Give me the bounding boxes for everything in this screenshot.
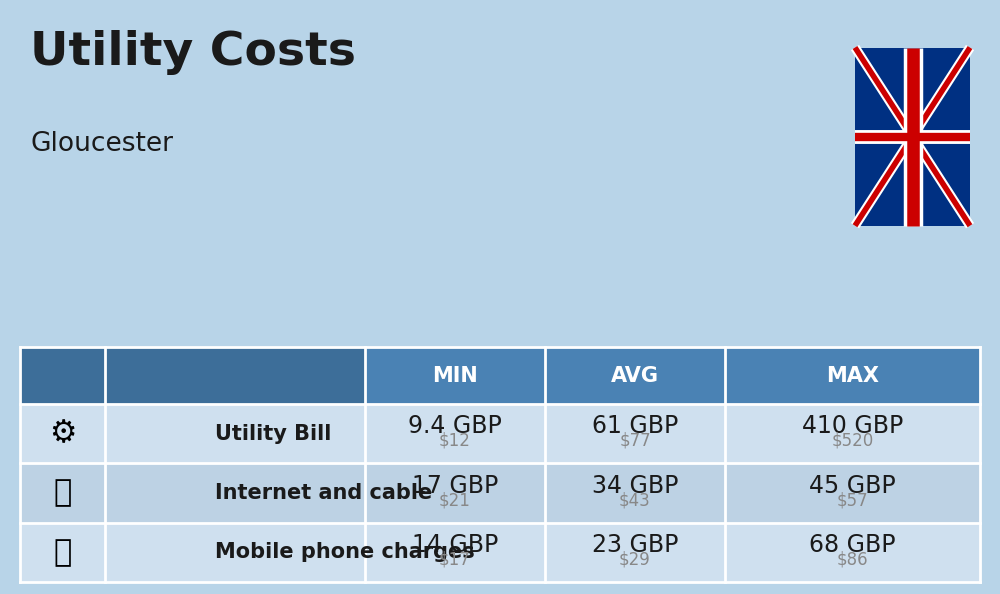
Bar: [20, 404, 980, 463]
Bar: [725, 347, 980, 404]
Text: 14 GBP: 14 GBP: [412, 533, 498, 557]
Text: $12: $12: [439, 432, 471, 450]
Text: $43: $43: [619, 491, 651, 509]
Text: 17 GBP: 17 GBP: [412, 474, 498, 498]
Text: AVG: AVG: [611, 366, 659, 386]
Text: Gloucester: Gloucester: [30, 131, 173, 157]
Text: 410 GBP: 410 GBP: [802, 415, 903, 438]
Text: 📡: 📡: [53, 479, 72, 507]
Bar: [855, 48, 970, 226]
Text: Mobile phone charges: Mobile phone charges: [215, 542, 475, 563]
Text: 23 GBP: 23 GBP: [592, 533, 678, 557]
Text: Utility Costs: Utility Costs: [30, 30, 356, 75]
Text: $77: $77: [619, 432, 651, 450]
Text: 9.4 GBP: 9.4 GBP: [408, 415, 502, 438]
Text: 📱: 📱: [53, 538, 72, 567]
Bar: [365, 347, 545, 404]
Text: 45 GBP: 45 GBP: [809, 474, 896, 498]
Text: Utility Bill: Utility Bill: [215, 424, 331, 444]
Text: 68 GBP: 68 GBP: [809, 533, 896, 557]
Bar: [20, 347, 105, 404]
Text: $520: $520: [831, 432, 874, 450]
Text: $29: $29: [619, 551, 651, 568]
Bar: [105, 347, 365, 404]
Text: MIN: MIN: [432, 366, 478, 386]
Text: $86: $86: [837, 551, 868, 568]
Text: $21: $21: [439, 491, 471, 509]
Text: Internet and cable: Internet and cable: [215, 483, 432, 503]
Text: MAX: MAX: [826, 366, 879, 386]
Text: ⚙: ⚙: [49, 419, 76, 448]
Text: 61 GBP: 61 GBP: [592, 415, 678, 438]
Text: 34 GBP: 34 GBP: [592, 474, 678, 498]
Text: $57: $57: [837, 491, 868, 509]
Bar: [20, 523, 980, 582]
Bar: [545, 347, 725, 404]
Bar: [20, 463, 980, 523]
Text: $17: $17: [439, 551, 471, 568]
